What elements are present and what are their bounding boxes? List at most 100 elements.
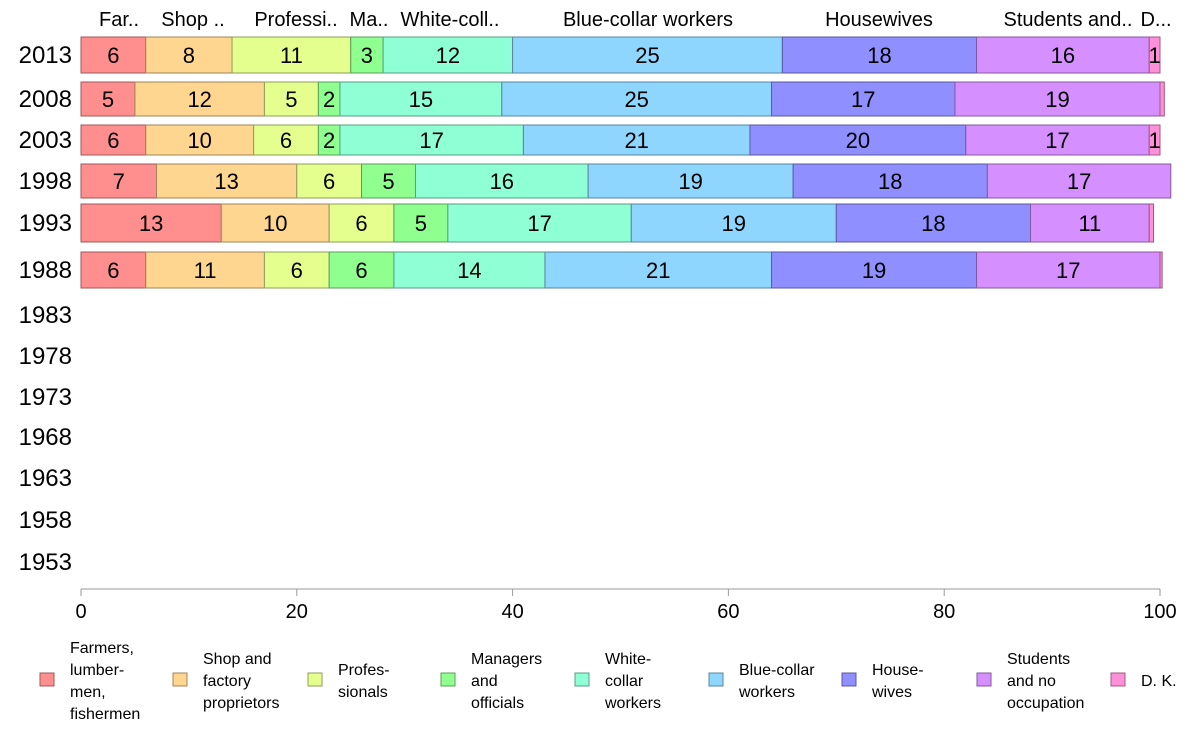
bar-segment: [587, 163, 794, 199]
x-tick-label: 60: [717, 601, 739, 623]
x-tick-label: 100: [1143, 601, 1176, 623]
legend-label: Farmers,: [70, 640, 134, 657]
year-label: 1963: [19, 465, 72, 492]
bar-segment: [328, 251, 395, 289]
bar-segment: [339, 81, 503, 117]
bar-segment: [231, 36, 352, 74]
bar-value-label: 20: [846, 128, 870, 153]
bar-segment: [80, 36, 147, 74]
bar-segment: [1030, 203, 1150, 243]
x-tick-label: 20: [286, 601, 308, 623]
bar-segment: [134, 81, 265, 117]
bar-value-label: 6: [107, 128, 119, 153]
bar-segment: [447, 203, 632, 243]
bar-value-label: 12: [436, 43, 460, 68]
legend-swatch: [172, 672, 188, 687]
year-label: 1983: [19, 302, 72, 329]
column-header-label: White-coll..: [401, 9, 500, 31]
bar-segment: [986, 163, 1172, 199]
column-header-label: Students and..: [1004, 9, 1133, 31]
bar-segment: [339, 124, 524, 156]
bar-value-label: 17: [1067, 169, 1091, 194]
bar-segment: [1148, 203, 1155, 243]
legend-label: factory: [203, 673, 251, 690]
bar-segment: [145, 36, 233, 74]
bar-segment: [976, 36, 1150, 74]
legend-label: fishermen: [70, 706, 140, 723]
bar-value-label: 17: [527, 211, 551, 236]
bar-value-label: 15: [409, 87, 433, 112]
legend-label: workers: [738, 684, 795, 701]
bar-value-label: 25: [635, 43, 659, 68]
bar-value-label: 17: [419, 128, 443, 153]
legend-label: workers: [604, 695, 661, 712]
bar-segment: [512, 36, 783, 74]
bar-value-label: 6: [291, 258, 303, 283]
legend-swatch: [976, 672, 992, 687]
year-label: 1958: [19, 507, 72, 534]
column-header-label: Housewives: [825, 9, 933, 31]
year-label: 1968: [19, 424, 72, 451]
bar-value-label: 19: [862, 258, 886, 283]
bar-segment: [781, 36, 978, 74]
bar-value-label: 10: [263, 211, 287, 236]
bar-value-label: 2: [323, 87, 335, 112]
bar-segment: [253, 124, 319, 156]
legend-swatch: [307, 672, 323, 687]
bar-segment: [965, 124, 1150, 156]
bar-value-label: 7: [113, 169, 125, 194]
year-label: 2008: [19, 86, 72, 113]
bar-segment: [80, 203, 222, 243]
bar-value-label: 6: [355, 258, 367, 283]
bar-segment: [835, 203, 1032, 243]
bar-value-label: 16: [1051, 43, 1075, 68]
legend-label: proprietors: [203, 695, 279, 712]
column-header-label: D...: [1140, 9, 1171, 31]
legend-swatch: [440, 672, 456, 687]
legend-label: Blue-collar: [739, 662, 815, 679]
bar-value-label: 17: [1056, 258, 1080, 283]
year-label: 2003: [19, 127, 72, 154]
bar-value-label: 6: [107, 43, 119, 68]
year-label: 1988: [19, 257, 72, 284]
column-header-label: Shop ..: [161, 9, 224, 31]
bar-segment: [361, 163, 416, 199]
bar-value-label: 10: [187, 128, 211, 153]
bar-segment: [749, 124, 967, 156]
bar-value-label: 8: [183, 43, 195, 68]
legend-label: officials: [471, 695, 524, 712]
bar-segment: [771, 81, 956, 117]
bar-segment: [544, 251, 773, 289]
x-tick-label: 0: [75, 601, 86, 623]
bar-value-label: 1: [1148, 43, 1160, 68]
bar-value-label: 16: [490, 169, 514, 194]
legend-label: men,: [70, 684, 106, 701]
bar-value-label: 5: [285, 87, 297, 112]
legend-label: White-: [605, 651, 651, 668]
bar-segment: [414, 163, 589, 199]
bar-value-label: 13: [139, 211, 163, 236]
legend-swatch: [1110, 672, 1126, 687]
bar-value-label: 21: [646, 258, 670, 283]
legend-label: wives: [871, 684, 912, 701]
bar-value-label: 25: [624, 87, 648, 112]
column-header-label: Professi..: [254, 9, 337, 31]
legend-swatch: [841, 672, 857, 687]
bar-value-label: 6: [355, 211, 367, 236]
bar-segment: [263, 251, 330, 289]
legend-label: collar: [605, 673, 644, 690]
bar-segment: [1159, 251, 1163, 289]
bar-segment: [80, 124, 147, 156]
bar-segment: [382, 36, 514, 74]
bar-segment: [328, 203, 395, 243]
x-tick-label: 40: [501, 601, 523, 623]
column-header-label: Far..: [99, 9, 139, 31]
legend-swatch: [39, 672, 55, 687]
legend-label: Students: [1007, 651, 1070, 668]
column-header-label: Blue-collar workers: [563, 9, 733, 31]
bar-segment: [954, 81, 1161, 117]
bar-value-label: 19: [1045, 87, 1069, 112]
legend-label: Managers: [471, 651, 542, 668]
